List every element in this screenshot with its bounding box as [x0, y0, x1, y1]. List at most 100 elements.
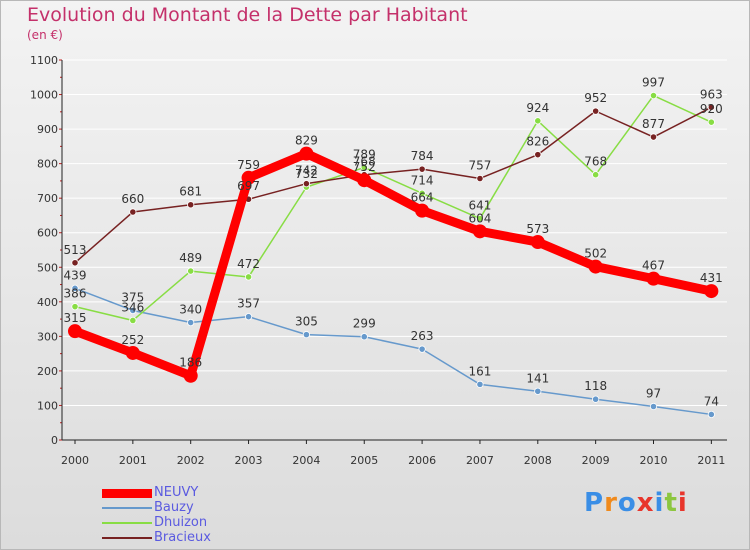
x-tick-label: 2005 — [350, 454, 378, 467]
data-label: 573 — [526, 222, 549, 236]
data-point — [534, 387, 542, 395]
data-label: 315 — [64, 311, 87, 325]
data-label: 742 — [295, 164, 318, 178]
y-tick-label: 800 — [37, 158, 58, 171]
data-point — [418, 345, 426, 353]
legend-swatch — [102, 522, 152, 524]
y-tick-label: 100 — [37, 399, 58, 412]
data-point — [418, 165, 426, 173]
legend-swatch — [102, 537, 152, 539]
x-tick-label: 2010 — [640, 454, 668, 467]
data-label: 877 — [642, 117, 665, 131]
x-tick-label: 2009 — [582, 454, 610, 467]
data-point — [244, 273, 253, 281]
y-tick-label: 300 — [37, 330, 58, 343]
legend: NEUVY Bauzy Dhuizon Bracieux — [102, 485, 302, 546]
data-point — [302, 180, 310, 188]
data-label: 784 — [411, 149, 434, 163]
data-point — [129, 306, 137, 315]
data-label: 952 — [584, 91, 607, 105]
data-point — [241, 170, 256, 185]
logo-letter: o — [617, 488, 637, 518]
data-label: 346 — [121, 300, 144, 314]
chart-subtitle: (en €) — [27, 28, 63, 42]
data-label: 375 — [121, 290, 144, 304]
data-label: 768 — [584, 155, 607, 169]
series-line-dhuizon — [74, 94, 713, 322]
data-point — [592, 395, 600, 403]
data-point — [187, 318, 195, 327]
data-point — [125, 345, 140, 360]
data-label: 757 — [468, 158, 491, 172]
data-point — [534, 151, 542, 159]
logo-letter: r — [604, 488, 618, 518]
x-tick-label: 2001 — [119, 454, 147, 467]
data-label: 431 — [700, 271, 723, 285]
data-label: 340 — [179, 303, 202, 317]
data-point — [704, 284, 719, 299]
data-point — [360, 333, 368, 341]
legend-label: Bracieux — [154, 530, 211, 545]
data-point — [299, 146, 314, 161]
data-label: 74 — [704, 394, 719, 408]
data-point — [707, 118, 715, 126]
data-label: 141 — [526, 371, 549, 385]
x-tick-label: 2000 — [61, 454, 89, 467]
data-point — [707, 103, 715, 111]
data-label: 467 — [642, 259, 665, 273]
data-point — [649, 91, 658, 100]
data-label: 252 — [121, 333, 144, 347]
data-label: 604 — [468, 211, 491, 225]
y-tick-label: 700 — [37, 192, 58, 205]
proxiti-logo: Proxiti — [584, 488, 688, 518]
data-label: 472 — [237, 257, 260, 271]
legend-item-neuvy: NEUVY — [102, 485, 302, 501]
y-tick-label: 400 — [37, 296, 58, 309]
data-label: 502 — [584, 247, 607, 261]
data-label: 924 — [526, 101, 549, 115]
data-label: 299 — [353, 317, 376, 331]
data-point — [646, 271, 661, 286]
data-label: 826 — [526, 135, 549, 149]
data-point — [244, 313, 253, 321]
data-point — [476, 214, 484, 223]
data-point — [530, 235, 545, 250]
data-label: 714 — [411, 173, 434, 187]
data-point — [476, 380, 484, 388]
legend-item-bauzy: Bauzy — [102, 500, 302, 516]
y-tick-label: 0 — [51, 434, 58, 447]
data-label: 357 — [237, 297, 260, 311]
x-tick-label: 2004 — [292, 454, 320, 467]
data-label: 660 — [121, 192, 144, 206]
y-tick-label: 500 — [37, 261, 58, 274]
legend-label: NEUVY — [154, 485, 199, 500]
x-tick-label: 2006 — [408, 454, 436, 467]
legend-swatch — [102, 507, 152, 509]
data-label: 768 — [353, 155, 376, 169]
legend-swatch — [102, 488, 152, 498]
data-label: 664 — [411, 191, 434, 205]
data-point — [68, 324, 82, 339]
data-label: 732 — [295, 167, 318, 181]
series-lines — [68, 91, 719, 419]
data-label: 439 — [64, 268, 87, 282]
data-label: 789 — [353, 147, 376, 161]
y-tick-label: 900 — [37, 123, 58, 136]
data-label: 681 — [179, 185, 202, 199]
data-label: 697 — [237, 179, 260, 193]
y-tick-label: 600 — [37, 227, 58, 240]
legend-label: Bauzy — [154, 500, 194, 515]
y-tick-label: 1100 — [30, 54, 58, 67]
data-point — [129, 316, 137, 325]
y-axis-ticks: 0 100 200 300 400 500 600 700 800 900 1000 1100 — [30, 54, 58, 447]
x-tick-label: 2008 — [524, 454, 552, 467]
data-label: 263 — [411, 329, 434, 343]
y-tick-label: 1000 — [30, 89, 58, 102]
logo-letter: x — [636, 488, 655, 518]
grid-lines — [62, 59, 727, 441]
logo-letter: t — [664, 488, 678, 518]
data-label: 920 — [700, 102, 723, 116]
data-label: 97 — [646, 386, 661, 400]
data-point — [418, 189, 426, 197]
